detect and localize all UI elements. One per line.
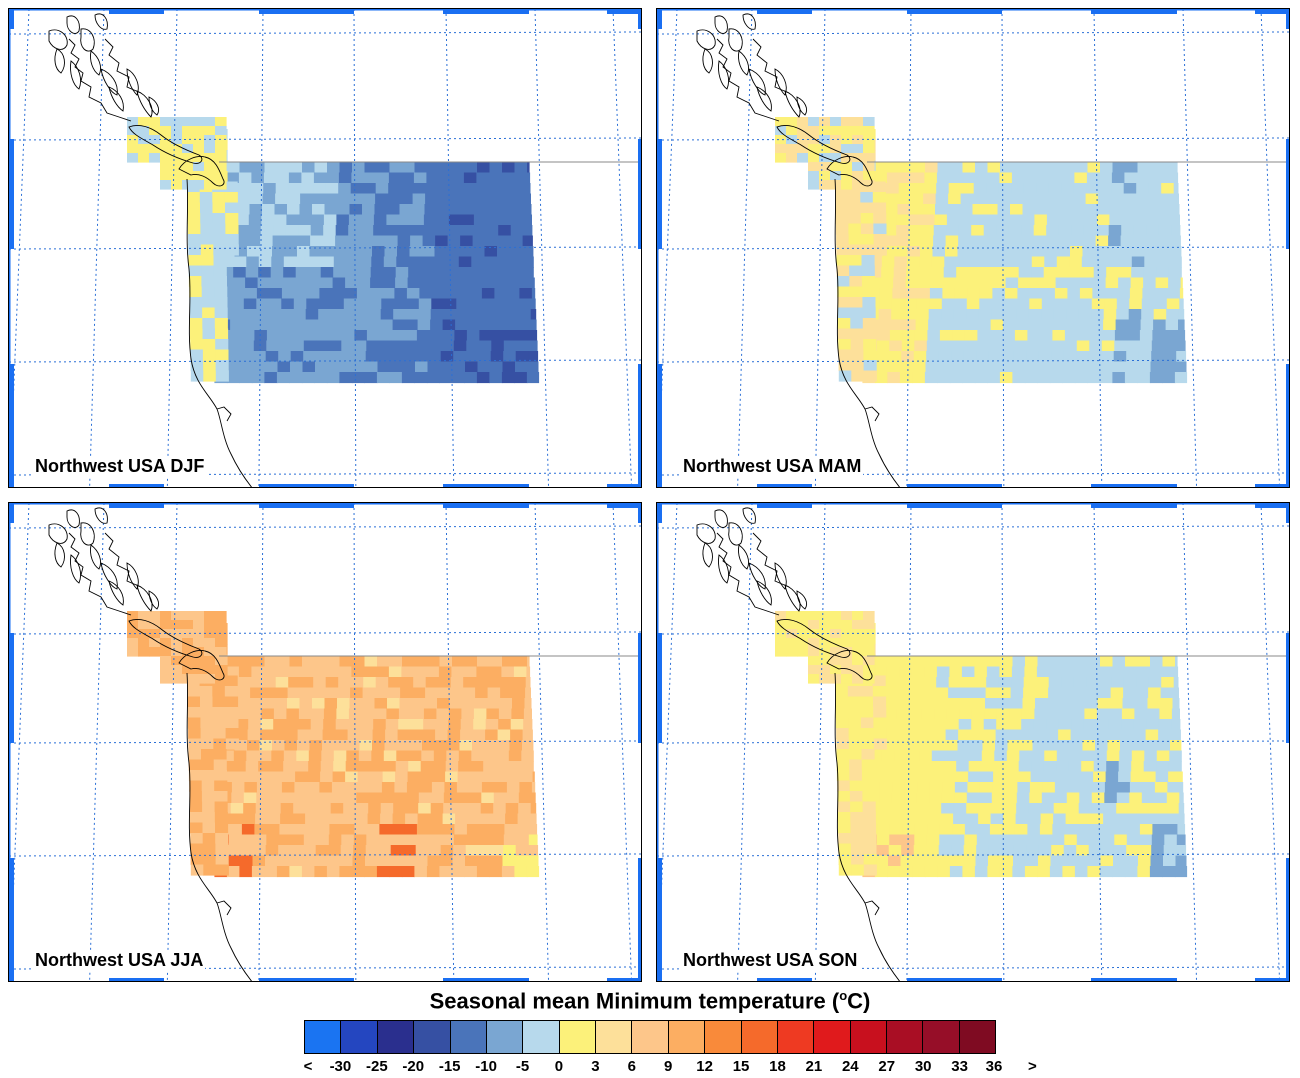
colorbar-tick-label: 3 [591, 1058, 600, 1075]
panel-title-son: Northwest USA SON [681, 950, 860, 971]
colorbar-swatch [814, 1021, 851, 1053]
panel-title-mam: Northwest USA MAM [681, 456, 864, 477]
colorbar-tick-label: 0 [554, 1058, 564, 1075]
colorbar-tick-label: -30 [329, 1058, 352, 1075]
colorbar-swatch [959, 1021, 996, 1053]
map-panel-jja: Northwest USA JJA [8, 502, 642, 982]
colorbar-swatch [632, 1021, 669, 1053]
panel-title-jja: Northwest USA JJA [33, 950, 206, 971]
colorbar-tick-label: 30 [914, 1058, 932, 1075]
colorbar-swatch [377, 1021, 415, 1053]
colorbar-tick-label: -15 [438, 1058, 461, 1075]
panel-title-djf: Northwest USA DJF [33, 456, 207, 477]
colorbar-tick-label: 24 [841, 1058, 859, 1075]
colorbar-tick-label: 36 [985, 1058, 1003, 1075]
colorbar-tick-label: -5 [515, 1058, 530, 1075]
colorbar-swatch [850, 1021, 887, 1053]
colorbar-swatch [414, 1021, 451, 1053]
map-mam [657, 9, 1289, 487]
colorbar-tick-label: -10 [475, 1058, 497, 1075]
colorbar-swatch [741, 1021, 778, 1053]
colorbar-swatch [923, 1021, 960, 1053]
temperature-grid [127, 611, 540, 878]
colorbar-swatch [305, 1021, 342, 1053]
colorbar-tick-label: 6 [627, 1058, 636, 1075]
temperature-grid [775, 117, 1188, 384]
colorbar-tick-label: > [1028, 1058, 1037, 1075]
colorbar-tick-label: -25 [365, 1058, 388, 1075]
colorbar-tick-labels: < -30 -25 -20 -15 -10 -5 0 3 6 9 12 15 18 21 24 27 30 33 36… [0, 1058, 1300, 1078]
map-panel-son: Northwest USA SON [656, 502, 1290, 982]
colorbar-swatch [596, 1021, 633, 1053]
colorbar-swatch [668, 1021, 706, 1053]
colorbar-tick-label: < [303, 1058, 313, 1075]
colorbar-swatch [341, 1021, 378, 1053]
colorbar-swatch [887, 1021, 924, 1053]
colorbar-tick-label: 9 [664, 1058, 673, 1075]
map-panel-mam: Northwest USA MAM [656, 8, 1290, 488]
map-panel-djf: Northwest USA DJF [8, 8, 642, 488]
map-jja [9, 503, 641, 981]
colorbar-swatch [523, 1021, 560, 1053]
colorbar-title: Seasonal mean Minimum temperature (oC) [429, 988, 871, 1014]
colorbar-tick-label: 18 [769, 1058, 786, 1075]
colorbar-swatch [559, 1021, 596, 1053]
temperature-grid [127, 117, 540, 384]
colorbar [304, 1020, 996, 1054]
colorbar-tick-label: 15 [732, 1058, 750, 1075]
colorbar-swatch [705, 1021, 742, 1053]
colorbar-swatch [777, 1021, 815, 1053]
colorbar-tick-label: -20 [402, 1058, 425, 1075]
map-djf [9, 9, 641, 487]
colorbar-swatch [486, 1021, 524, 1053]
colorbar-tick-label: 21 [805, 1058, 823, 1075]
temperature-grid [775, 611, 1188, 878]
map-son [657, 503, 1289, 981]
colorbar-tick-label: 33 [951, 1058, 968, 1075]
colorbar-swatch [450, 1021, 487, 1053]
colorbar-tick-label: 12 [696, 1058, 713, 1075]
colorbar-tick-label: 27 [878, 1058, 896, 1075]
